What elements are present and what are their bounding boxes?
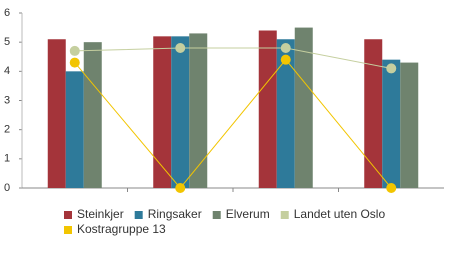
bar [364,39,383,188]
legend-swatch [134,211,143,219]
line [74,58,392,189]
y-tick-label: 0 [4,182,10,194]
point [69,57,80,68]
y-tick-label: 3 [4,94,10,106]
legend-label: Kostragruppe 13 [77,222,166,236]
bar [382,59,401,188]
bar [83,42,102,188]
legend-swatch [64,226,72,234]
bar [276,39,295,188]
legend-swatch [64,211,72,219]
bar [189,33,208,188]
y-tick-label: 6 [4,7,10,19]
bar [171,36,190,189]
point [69,45,80,56]
point [175,43,186,53]
bar [47,39,66,188]
line [74,47,392,69]
y-tick-label: 4 [4,65,10,77]
bar [153,36,172,189]
legend-label: Elverum [226,207,270,221]
y-tick-label: 2 [4,124,10,136]
point [175,183,186,193]
legend-swatch [280,211,289,219]
bar [294,27,313,189]
y-tick-label: 5 [4,36,10,48]
bar [65,71,84,188]
legend-label: Steinkjer [77,207,124,221]
y-tick-label: 1 [4,153,10,165]
point [386,183,397,193]
bar [258,30,277,188]
point [280,43,291,53]
point [280,54,291,65]
legend-swatch [212,211,221,219]
legend-label: Ringsaker [148,207,202,221]
point [386,63,397,74]
bar [400,62,419,189]
legend-label: Landet uten Oslo [294,207,386,221]
